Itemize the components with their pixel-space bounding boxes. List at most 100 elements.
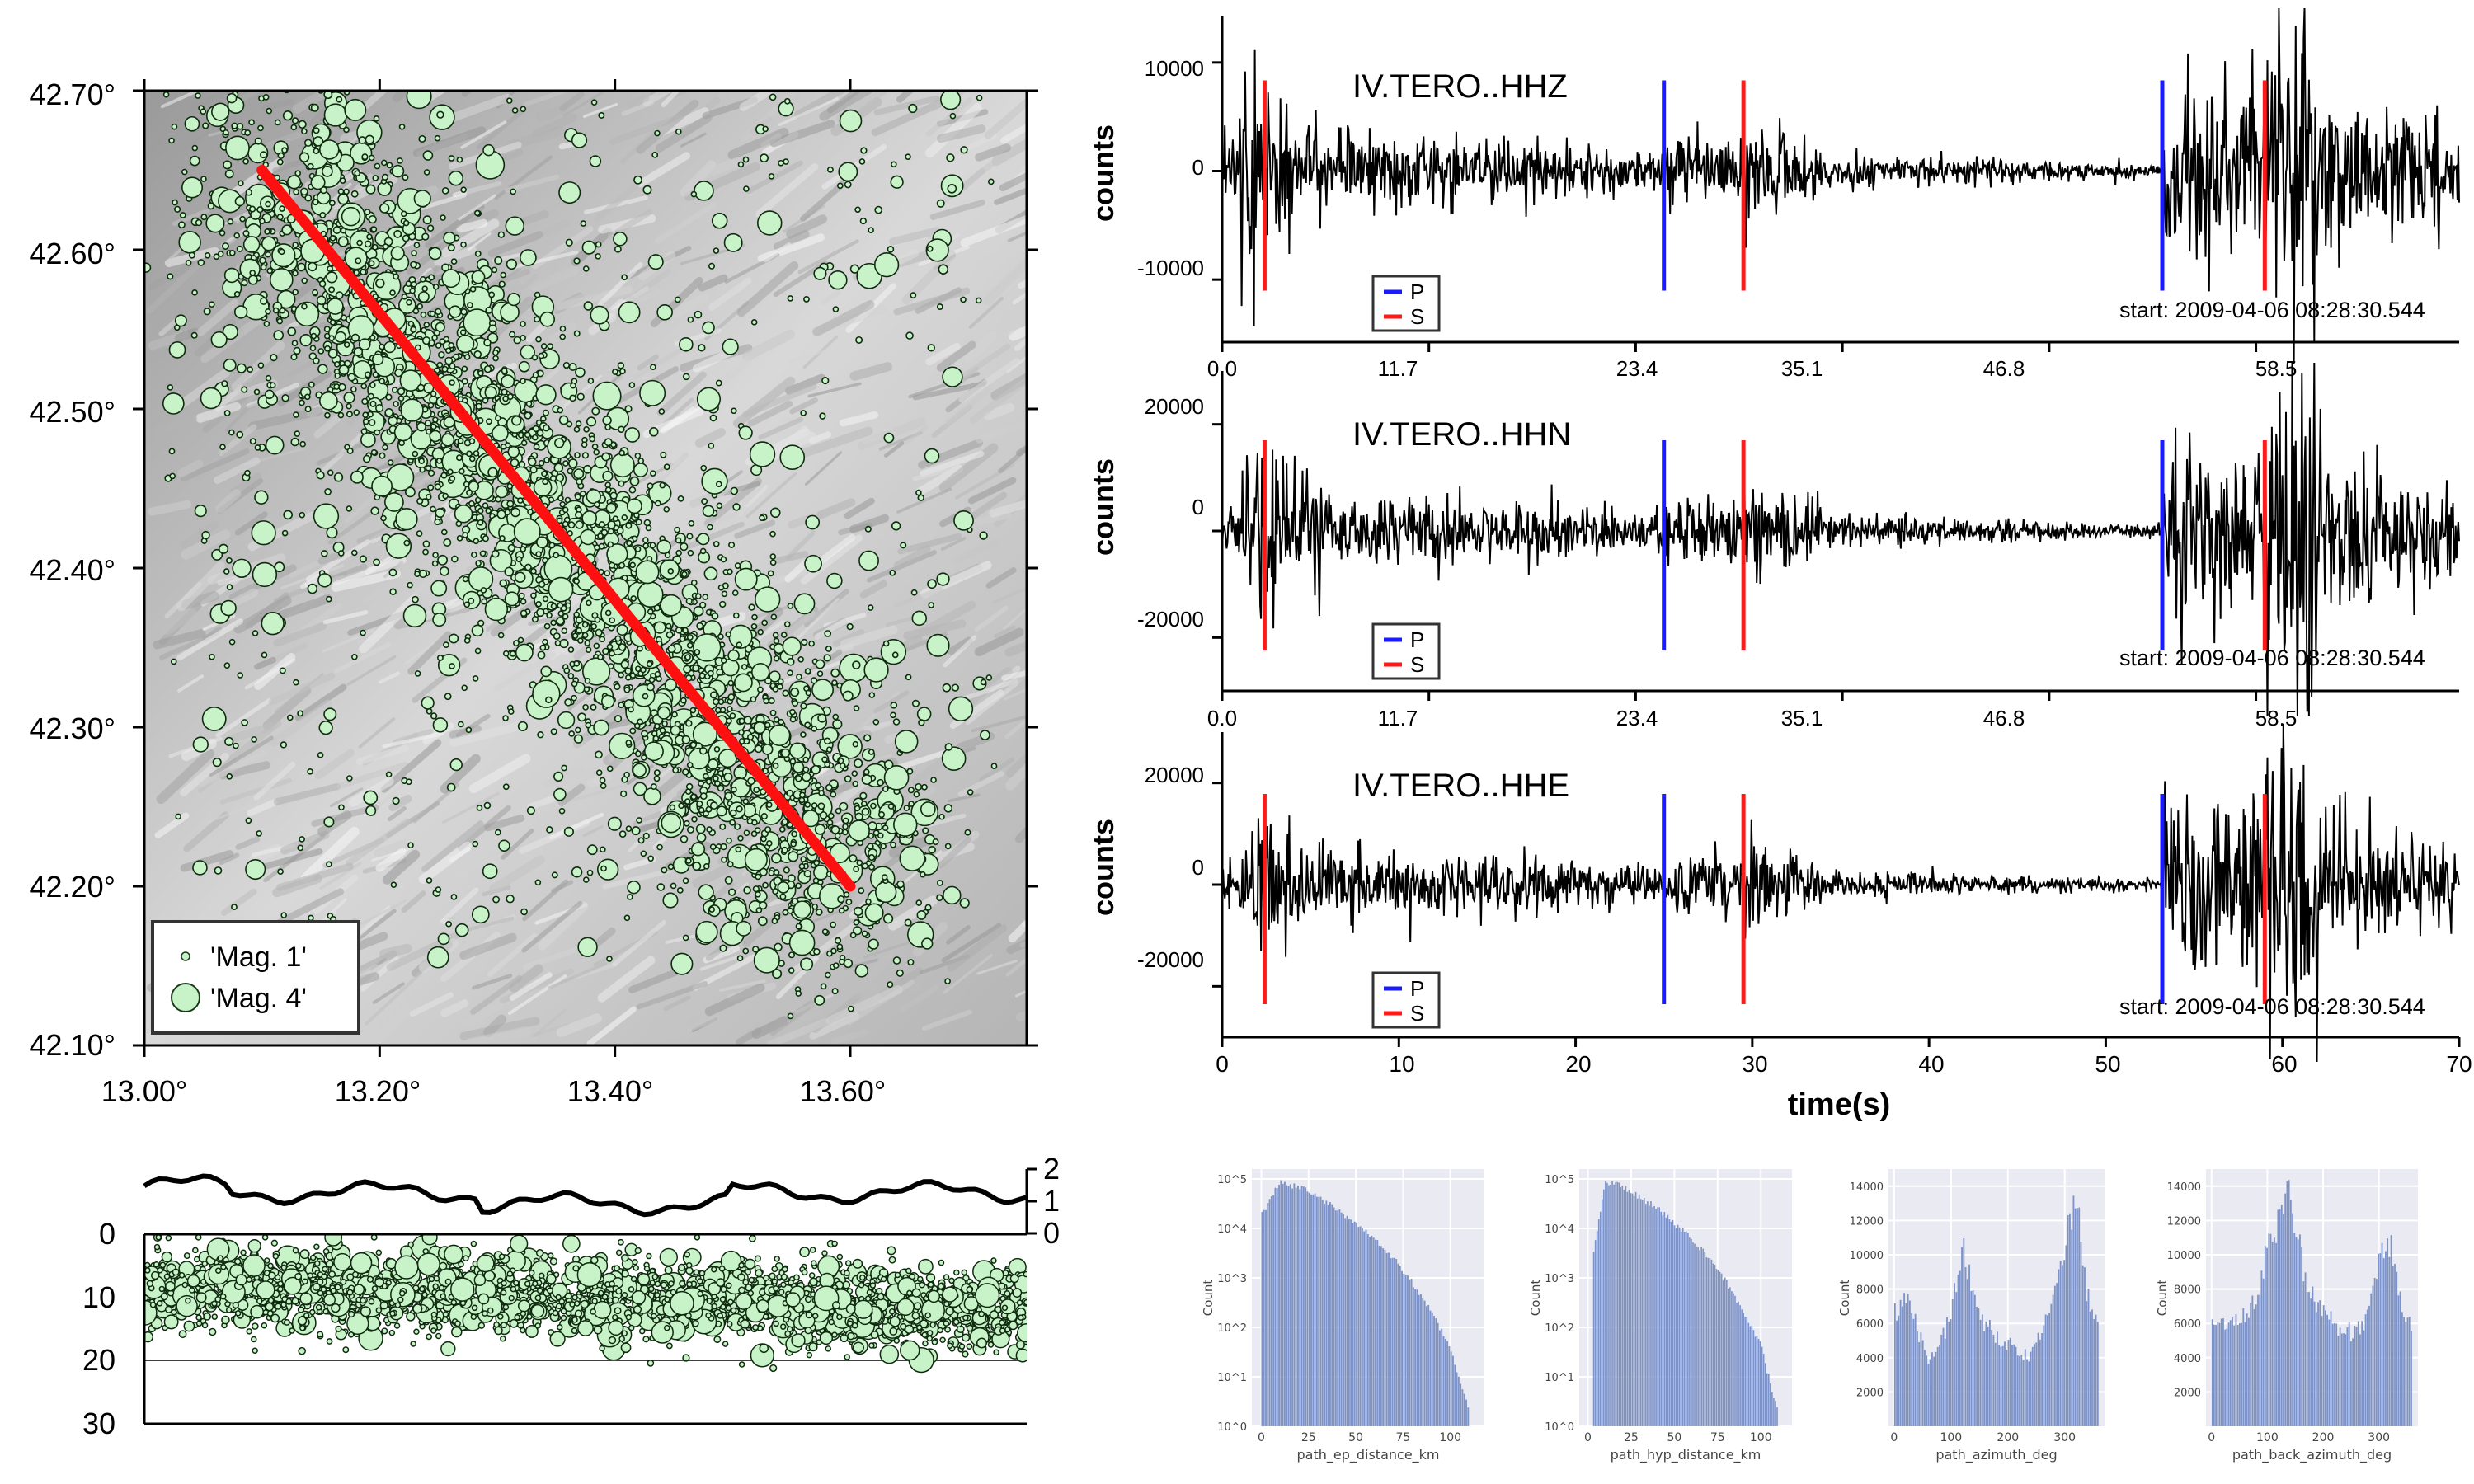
earthquake-point xyxy=(938,813,945,820)
map-panel: 42.70° 42.60° 42.50° 42.40° 42.30° 42.20… xyxy=(30,77,1038,1108)
earthquake-point xyxy=(200,538,208,544)
earthquake-point xyxy=(750,319,758,326)
relief-stroke xyxy=(277,594,332,620)
earthquake-point xyxy=(337,550,345,556)
earthquake-point xyxy=(654,129,661,137)
earthquake-point xyxy=(223,410,231,416)
earthquake-point xyxy=(751,819,758,826)
relief-stroke xyxy=(773,230,810,251)
earthquake-point xyxy=(590,703,597,711)
earthquake-point xyxy=(379,452,386,459)
earthquake-point xyxy=(832,306,840,312)
earthquake-point xyxy=(383,237,393,247)
earthquake-point xyxy=(960,296,967,303)
earthquake-point xyxy=(416,383,425,392)
relief-stroke xyxy=(507,974,567,1016)
earthquake-point xyxy=(864,903,884,923)
relief-stroke xyxy=(636,99,699,154)
earthquake-point xyxy=(251,736,257,743)
earthquake-point xyxy=(891,651,899,659)
earthquake-point xyxy=(721,590,728,598)
earthquake-point xyxy=(618,480,625,487)
earthquake-point xyxy=(195,218,203,227)
earthquake-point xyxy=(863,734,872,742)
earthquake-point xyxy=(645,524,652,532)
earthquake-point xyxy=(467,302,473,308)
earthquake-point xyxy=(754,827,761,834)
earthquake-point xyxy=(699,746,708,755)
earthquake-point xyxy=(700,464,708,472)
earthquake-point xyxy=(443,231,456,245)
earthquake-point xyxy=(360,428,368,435)
earthquake-point xyxy=(727,706,733,712)
earthquake-point xyxy=(435,458,443,464)
earthquake-point xyxy=(600,694,615,709)
earthquake-point xyxy=(252,630,259,636)
earthquake-point xyxy=(231,122,238,129)
earthquake-point xyxy=(244,469,251,477)
earthquake-point xyxy=(848,1005,854,1012)
relief-stroke xyxy=(831,1029,869,1045)
earthquake-point xyxy=(413,242,421,249)
earthquake-point xyxy=(429,310,436,317)
relief-stroke xyxy=(979,758,1014,782)
relief-stroke xyxy=(766,1018,830,1045)
earthquake-point xyxy=(555,473,565,482)
earthquake-point xyxy=(364,209,371,216)
earthquake-point xyxy=(210,331,228,349)
earthquake-point xyxy=(548,542,556,549)
earthquake-point xyxy=(623,771,630,778)
lon-tick-label: 13.00° xyxy=(101,1074,187,1108)
earthquake-point xyxy=(446,782,456,792)
earthquake-point xyxy=(815,659,825,669)
earthquake-point xyxy=(642,185,652,195)
earthquake-point xyxy=(883,432,895,444)
earthquake-point xyxy=(891,521,901,531)
earthquake-point xyxy=(911,699,920,707)
earthquake-point xyxy=(631,826,641,836)
earthquake-point xyxy=(772,763,779,769)
earthquake-point xyxy=(604,609,612,617)
earthquake-point xyxy=(900,542,907,549)
earthquake-point xyxy=(223,129,229,136)
earthquake-point xyxy=(492,349,499,356)
earthquake-point xyxy=(585,646,592,654)
earthquake-point xyxy=(769,559,777,566)
earthquake-point xyxy=(374,429,380,436)
relief-stroke xyxy=(372,982,405,1004)
earthquake-point xyxy=(246,223,261,239)
earthquake-point xyxy=(689,707,697,714)
relief-stroke xyxy=(562,91,604,117)
earthquake-point xyxy=(197,259,205,266)
earthquake-point xyxy=(416,303,424,310)
earthquake-point xyxy=(627,880,641,895)
earthquake-point xyxy=(831,988,839,995)
earthquake-point xyxy=(568,730,575,737)
earthquake-point xyxy=(608,528,614,535)
earthquake-point xyxy=(429,430,442,443)
earthquake-point xyxy=(584,640,591,646)
relief-stroke xyxy=(800,181,846,222)
earthquake-point xyxy=(334,373,341,379)
earthquake-point xyxy=(449,379,455,386)
earthquake-point xyxy=(542,595,549,603)
earthquake-point xyxy=(678,802,684,810)
earthquake-point xyxy=(938,264,949,275)
earthquake-point xyxy=(402,234,410,242)
earthquake-point xyxy=(826,572,843,589)
earthquake-point xyxy=(323,103,348,127)
earthquake-point xyxy=(883,759,894,770)
earthquake-point xyxy=(192,736,209,753)
earthquake-point xyxy=(410,261,417,269)
relief-stroke xyxy=(736,1027,762,1045)
earthquake-point xyxy=(234,195,246,207)
earthquake-point xyxy=(491,549,500,558)
earthquake-point xyxy=(694,310,703,319)
earthquake-point xyxy=(547,343,554,350)
earthquake-point xyxy=(506,482,514,490)
relief-stroke xyxy=(975,143,1011,162)
earthquake-point xyxy=(594,544,600,551)
earthquake-point xyxy=(824,761,830,768)
earthquake-point xyxy=(717,784,725,792)
earthquake-point xyxy=(769,93,777,101)
